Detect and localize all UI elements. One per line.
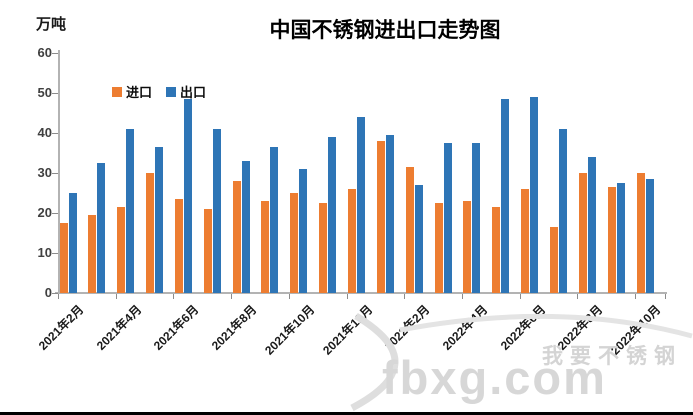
y-axis-tick bbox=[52, 173, 58, 174]
x-axis-tick bbox=[115, 294, 117, 299]
import-bar-2021年5月 bbox=[146, 173, 155, 293]
legend-import-label: 进口 bbox=[126, 85, 153, 100]
chart-title: 中国不锈钢进出口走势图 bbox=[269, 18, 501, 42]
import-bar-2021年12月 bbox=[348, 189, 356, 293]
export-bar-2021年4月 bbox=[126, 129, 135, 293]
export-bar-2021年6月 bbox=[183, 99, 192, 293]
y-axis-tick-label: 0 bbox=[44, 285, 52, 300]
import-bar-2022年9月 bbox=[607, 187, 616, 293]
y-axis-tick-label: 30 bbox=[37, 165, 52, 180]
import-bar-2022年4月 bbox=[463, 201, 472, 293]
y-axis-tick bbox=[52, 293, 58, 294]
export-bar-2022年9月 bbox=[616, 183, 625, 293]
y-axis-tick-label: 60 bbox=[37, 45, 52, 60]
import-bar-2022年7月 bbox=[549, 227, 558, 293]
x-axis-tick bbox=[461, 294, 463, 299]
export-bar-2022年6月 bbox=[530, 97, 539, 293]
import-bar-2022年5月 bbox=[492, 207, 501, 293]
export-bar-2021年5月 bbox=[155, 147, 164, 293]
export-bar-2021年7月 bbox=[212, 129, 221, 293]
export-bar-2021年3月 bbox=[97, 163, 106, 293]
y-axis-tick-label: 50 bbox=[37, 85, 52, 100]
export-bar-2022年1月 bbox=[385, 135, 394, 293]
import-bar-2021年11月 bbox=[319, 203, 328, 293]
import-bar-2022年6月 bbox=[521, 189, 530, 293]
import-bar-2022年3月 bbox=[434, 203, 443, 293]
y-axis-tick bbox=[52, 53, 58, 54]
y-axis-tick bbox=[52, 253, 58, 254]
x-axis-tick bbox=[231, 294, 233, 299]
x-axis-tick bbox=[58, 294, 59, 299]
import-legend-swatch-icon bbox=[112, 86, 122, 97]
legend-export-label: 出口 bbox=[180, 85, 207, 100]
import-bar-2021年10月 bbox=[290, 193, 299, 293]
x-axis-tick bbox=[665, 294, 666, 299]
x-axis-tick bbox=[346, 294, 348, 299]
y-axis-tick-label: 40 bbox=[37, 125, 52, 140]
import-bar-2021年9月 bbox=[261, 201, 270, 293]
import-bar-2021年7月 bbox=[203, 209, 212, 293]
import-bar-2021年3月 bbox=[88, 215, 97, 293]
export-bar-2021年12月 bbox=[357, 117, 365, 293]
import-bar-2021年8月 bbox=[232, 181, 241, 293]
y-axis-tick-label: 20 bbox=[37, 205, 52, 220]
export-bar-2022年8月 bbox=[587, 157, 596, 293]
import-bar-2021年4月 bbox=[117, 207, 126, 293]
import-bar-2022年10月 bbox=[636, 173, 645, 293]
legend-item-export: 出口 bbox=[166, 82, 206, 101]
export-bar-2021年9月 bbox=[270, 147, 279, 293]
export-bar-2022年5月 bbox=[501, 99, 510, 293]
y-axis-tick bbox=[52, 213, 58, 214]
x-axis-tick bbox=[577, 294, 579, 299]
export-bar-2021年2月 bbox=[68, 193, 77, 293]
import-bar-2022年2月 bbox=[405, 167, 414, 293]
x-axis bbox=[55, 292, 667, 294]
y-axis bbox=[58, 50, 60, 294]
x-axis-tick bbox=[404, 294, 406, 299]
import-bar-2022年8月 bbox=[578, 173, 587, 293]
bottom-border-line bbox=[0, 412, 693, 415]
export-bar-2022年4月 bbox=[472, 143, 481, 293]
export-bar-2021年10月 bbox=[299, 169, 308, 293]
watermark-site-text: fbxg.com bbox=[382, 351, 607, 404]
import-bar-2021年6月 bbox=[174, 199, 183, 293]
export-bar-2022年10月 bbox=[645, 179, 654, 293]
y-axis-tick bbox=[52, 93, 58, 94]
x-axis-tick bbox=[635, 294, 636, 299]
import-bar-2022年1月 bbox=[376, 141, 385, 293]
export-bar-2022年3月 bbox=[443, 143, 452, 293]
y-axis-tick bbox=[52, 133, 58, 134]
export-bar-2022年2月 bbox=[414, 185, 423, 293]
x-axis-tick bbox=[519, 294, 521, 299]
y-axis-unit-label: 万吨 bbox=[36, 16, 67, 33]
import-bar-2021年2月 bbox=[59, 223, 68, 293]
export-bar-2022年7月 bbox=[558, 129, 567, 293]
export-legend-swatch-icon bbox=[166, 86, 177, 97]
export-bar-2021年8月 bbox=[241, 161, 250, 293]
legend-item-import: 进口 bbox=[112, 82, 152, 101]
export-bar-2021年11月 bbox=[328, 137, 337, 293]
x-axis-tick bbox=[288, 294, 290, 299]
x-axis-tick bbox=[173, 294, 175, 299]
y-axis-tick-label: 10 bbox=[37, 245, 52, 260]
chart-legend: 进口 出口 bbox=[112, 82, 206, 101]
watermark-cn-text: 我要不锈钢 bbox=[542, 345, 682, 368]
